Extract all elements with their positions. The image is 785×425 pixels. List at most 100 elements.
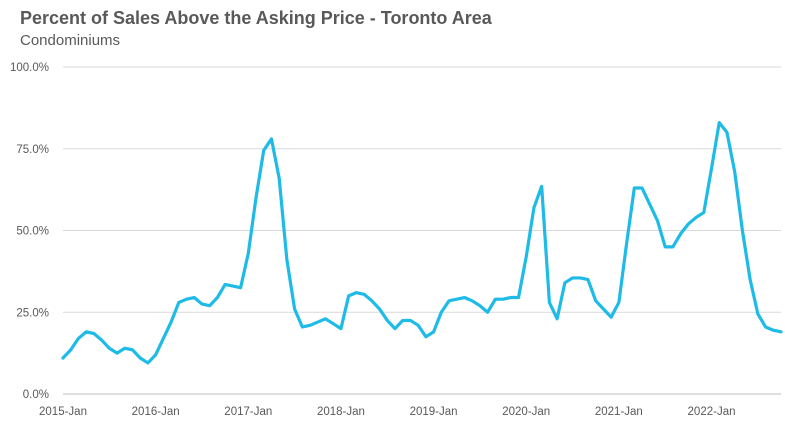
data-point: [309, 324, 312, 327]
data-point: [780, 330, 783, 333]
data-point: [154, 353, 157, 356]
data-point: [116, 352, 119, 355]
data-point: [239, 286, 242, 289]
data-point: [718, 121, 721, 124]
data-point: [540, 185, 543, 188]
series-line: [61, 120, 783, 365]
data-point: [77, 337, 80, 340]
data-point: [455, 298, 458, 301]
data-point: [201, 303, 204, 306]
data-point: [463, 296, 466, 299]
data-point: [62, 357, 65, 360]
data-point: [332, 322, 335, 325]
data-point: [533, 206, 536, 209]
data-point: [131, 348, 134, 351]
x-tick-label: 2022-Jan: [688, 406, 736, 418]
data-point: [193, 296, 196, 299]
data-point: [255, 196, 258, 199]
x-tick-label: 2021-Jan: [595, 406, 643, 418]
data-point: [571, 277, 574, 280]
data-point: [556, 317, 559, 320]
y-tick-label: 75.0%: [16, 144, 49, 156]
chart-title: Percent of Sales Above the Asking Price …: [20, 8, 492, 28]
data-point: [231, 285, 234, 288]
data-point: [679, 232, 682, 235]
data-point: [363, 293, 366, 296]
data-point: [687, 223, 690, 226]
data-point: [139, 357, 142, 360]
data-point: [424, 335, 427, 338]
data-point: [486, 311, 489, 314]
data-point: [301, 326, 304, 329]
data-point: [563, 281, 566, 284]
data-point: [92, 332, 95, 335]
y-tick-label: 50.0%: [16, 226, 49, 238]
data-point: [316, 321, 319, 324]
data-point: [479, 304, 482, 307]
data-point: [702, 211, 705, 214]
data-point: [579, 277, 582, 280]
data-point: [695, 216, 698, 219]
data-point: [525, 255, 528, 258]
data-point: [401, 319, 404, 322]
data-point: [602, 308, 605, 311]
x-tick-label: 2015-Jan: [39, 406, 87, 418]
data-point: [710, 167, 713, 170]
data-point: [448, 299, 451, 302]
data-point: [324, 317, 327, 320]
data-point: [69, 348, 72, 351]
chart-subtitle: Condominiums: [20, 32, 121, 49]
data-point: [440, 311, 443, 314]
data-point: [633, 187, 636, 190]
data-point: [262, 149, 265, 152]
data-point: [733, 170, 736, 173]
data-point: [594, 299, 597, 302]
data-point: [772, 329, 775, 332]
data-point: [617, 301, 620, 304]
y-tick-label: 0.0%: [23, 389, 49, 401]
data-point: [293, 308, 296, 311]
data-point: [417, 324, 420, 327]
data-point: [378, 308, 381, 311]
data-point: [509, 296, 512, 299]
x-tick-label: 2019-Jan: [410, 406, 458, 418]
y-tick-label: 25.0%: [16, 307, 49, 319]
data-point: [147, 362, 150, 365]
data-point: [749, 278, 752, 281]
data-point: [85, 330, 88, 333]
x-tick-label: 2018-Jan: [317, 406, 365, 418]
data-point: [224, 283, 227, 286]
data-point: [471, 299, 474, 302]
data-point: [123, 347, 126, 350]
data-point: [726, 131, 729, 134]
data-point: [170, 321, 173, 324]
data-point: [247, 252, 250, 255]
data-point: [502, 298, 505, 301]
data-point: [394, 327, 397, 330]
data-point: [756, 312, 759, 315]
data-point: [340, 327, 343, 330]
data-point: [108, 347, 111, 350]
data-point: [177, 301, 180, 304]
data-point: [355, 291, 358, 294]
data-point: [610, 316, 613, 319]
data-point: [432, 330, 435, 333]
data-point: [285, 259, 288, 262]
data-point: [664, 245, 667, 248]
data-point: [216, 296, 219, 299]
data-point: [741, 229, 744, 232]
data-point: [409, 319, 412, 322]
data-point: [162, 337, 165, 340]
data-point: [625, 242, 628, 245]
x-tick-label: 2020-Jan: [502, 406, 550, 418]
data-point: [270, 138, 273, 141]
data-point: [641, 187, 644, 190]
data-point: [517, 296, 520, 299]
data-point: [494, 298, 497, 301]
data-point: [347, 295, 350, 298]
data-point: [278, 177, 281, 180]
data-point: [764, 326, 767, 329]
y-tick-label: 100.0%: [10, 62, 49, 74]
data-point: [587, 278, 590, 281]
